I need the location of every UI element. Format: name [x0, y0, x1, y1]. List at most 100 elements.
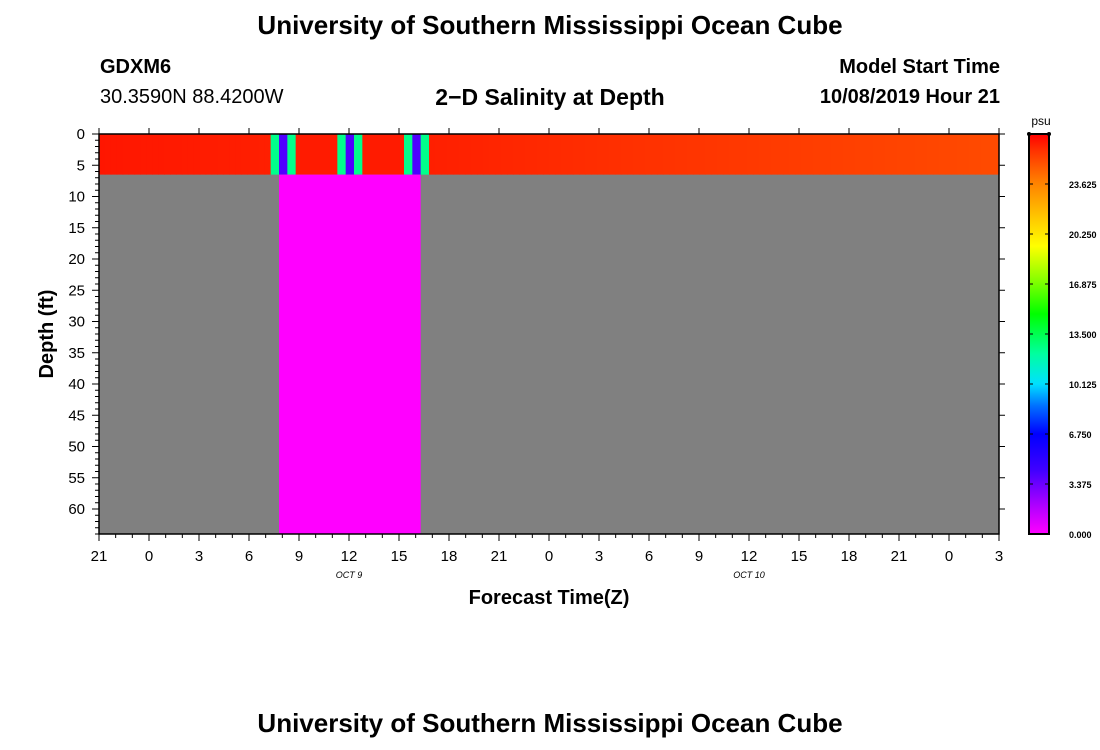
surface-salinity-cell — [170, 134, 177, 175]
x-tick-label: 15 — [391, 548, 408, 565]
surface-salinity-cell — [615, 134, 622, 175]
subsurface-salinity-cell — [279, 174, 421, 534]
surface-salinity-cell — [337, 134, 347, 175]
surface-salinity-cell — [849, 134, 856, 175]
surface-salinity-cell — [140, 134, 147, 175]
no-data-region — [99, 134, 999, 534]
surface-salinity-cell — [699, 134, 706, 175]
surface-salinity-cell — [223, 134, 230, 175]
surface-salinity-cell — [807, 134, 814, 175]
y-tick-label: 0 — [77, 126, 85, 143]
surface-salinity-cell — [753, 134, 760, 175]
surface-salinity-cell — [777, 134, 784, 175]
surface-salinity-cell — [783, 134, 790, 175]
surface-salinity-cell — [235, 134, 242, 175]
surface-salinity-cell — [735, 134, 742, 175]
surface-salinity-cell — [987, 134, 994, 175]
y-tick-label: 30 — [68, 314, 85, 331]
surface-salinity-cell — [921, 134, 928, 175]
surface-salinity-cell — [831, 134, 838, 175]
surface-salinity-cell — [104, 134, 112, 175]
footer-title: University of Southern Mississippi Ocean… — [257, 708, 843, 738]
surface-salinity-cell — [927, 134, 934, 175]
surface-salinity-cell — [110, 134, 118, 175]
colorbar-tick-label: 16.875 — [1069, 280, 1097, 290]
surface-salinity-cell — [489, 134, 496, 175]
surface-salinity-cell — [801, 134, 808, 175]
surface-salinity-cell — [128, 134, 136, 175]
colorbar: psu 0.000 3.375 6.750 10.125 13.500 16.875 20.… — [1027, 114, 1097, 540]
surface-salinity-cell — [435, 134, 442, 175]
surface-salinity-cell — [693, 134, 700, 175]
surface-salinity-cell — [867, 134, 874, 175]
colorbar-tick-label: 6.750 — [1069, 430, 1092, 440]
x-date-label: OCT 9 — [336, 570, 363, 580]
surface-salinity-cell — [241, 134, 248, 175]
surface-salinity-cell — [229, 134, 236, 175]
x-tick-label: 0 — [945, 548, 953, 565]
x-tick-label: 12 — [341, 548, 358, 565]
surface-salinity-cell — [627, 134, 634, 175]
y-tick-label: 50 — [68, 439, 85, 456]
surface-salinity-cell — [211, 134, 218, 175]
surface-salinity-cell — [287, 134, 297, 175]
surface-salinity-cell — [741, 134, 748, 175]
surface-salinity-cell — [915, 134, 922, 175]
y-tick-label: 15 — [68, 220, 85, 237]
surface-salinity-cell — [525, 134, 532, 175]
surface-salinity-cell — [885, 134, 892, 175]
surface-salinity-cell — [495, 134, 502, 175]
x-tick-label: 6 — [645, 548, 653, 565]
surface-salinity-cell — [861, 134, 868, 175]
surface-salinity-cell — [975, 134, 982, 175]
surface-salinity-cell — [963, 134, 970, 175]
x-tick-label: 3 — [595, 548, 603, 565]
surface-salinity-cell — [645, 134, 652, 175]
surface-salinity-cell — [122, 134, 130, 175]
y-axis-label: Depth (ft) — [36, 290, 58, 379]
surface-salinity-cell — [633, 134, 640, 175]
surface-salinity-cell — [843, 134, 850, 175]
surface-salinity-cell — [891, 134, 898, 175]
x-tick-label: 12 — [741, 548, 758, 565]
y-tick-label: 5 — [77, 157, 85, 174]
surface-salinity-cell — [603, 134, 610, 175]
surface-salinity-cell — [181, 134, 189, 175]
surface-salinity-cell — [187, 134, 195, 175]
x-tick-label: 9 — [695, 548, 703, 565]
surface-salinity-cell — [825, 134, 832, 175]
surface-salinity-cell — [897, 134, 904, 175]
surface-salinity-cell — [855, 134, 862, 175]
surface-salinity-cell — [903, 134, 910, 175]
y-tick-label: 45 — [68, 407, 85, 424]
surface-salinity-cell — [537, 134, 544, 175]
surface-salinity-cell — [246, 134, 254, 175]
surface-salinity-cell — [675, 134, 682, 175]
surface-salinity-cell — [711, 134, 718, 175]
colorbar-tick-label: 23.625 — [1069, 180, 1097, 190]
surface-salinity-cell — [789, 134, 796, 175]
surface-salinity-cell — [579, 134, 586, 175]
model-start-label: Model Start Time — [839, 56, 1000, 78]
surface-salinity-cell — [345, 134, 355, 175]
surface-salinity-cell — [152, 134, 159, 175]
surface-salinity-cell — [264, 134, 272, 175]
surface-salinity-cell — [549, 134, 556, 175]
x-axis: 21 0 3 6 9 12 15 18 21 0 3 6 9 12 15 18 21 0 3 OCT 9 OCT 10 — [91, 128, 1003, 580]
colorbar-tick-label: 20.250 — [1069, 230, 1097, 240]
surface-salinity-cell — [513, 134, 520, 175]
surface-salinity-cell — [597, 134, 604, 175]
surface-salinity-cell — [723, 134, 730, 175]
surface-salinity-cell — [681, 134, 688, 175]
surface-salinity-cell — [99, 134, 106, 175]
surface-salinity-cell — [729, 134, 736, 175]
surface-salinity-cell — [969, 134, 976, 175]
surface-salinity-cell — [555, 134, 562, 175]
x-tick-label: 3 — [995, 548, 1003, 565]
surface-salinity-cell — [591, 134, 598, 175]
surface-salinity-cell — [747, 134, 754, 175]
surface-salinity-cell — [412, 134, 422, 175]
surface-salinity-cell — [279, 134, 288, 175]
surface-salinity-cell — [705, 134, 712, 175]
colorbar-tick-label: 0.000 — [1069, 530, 1092, 540]
